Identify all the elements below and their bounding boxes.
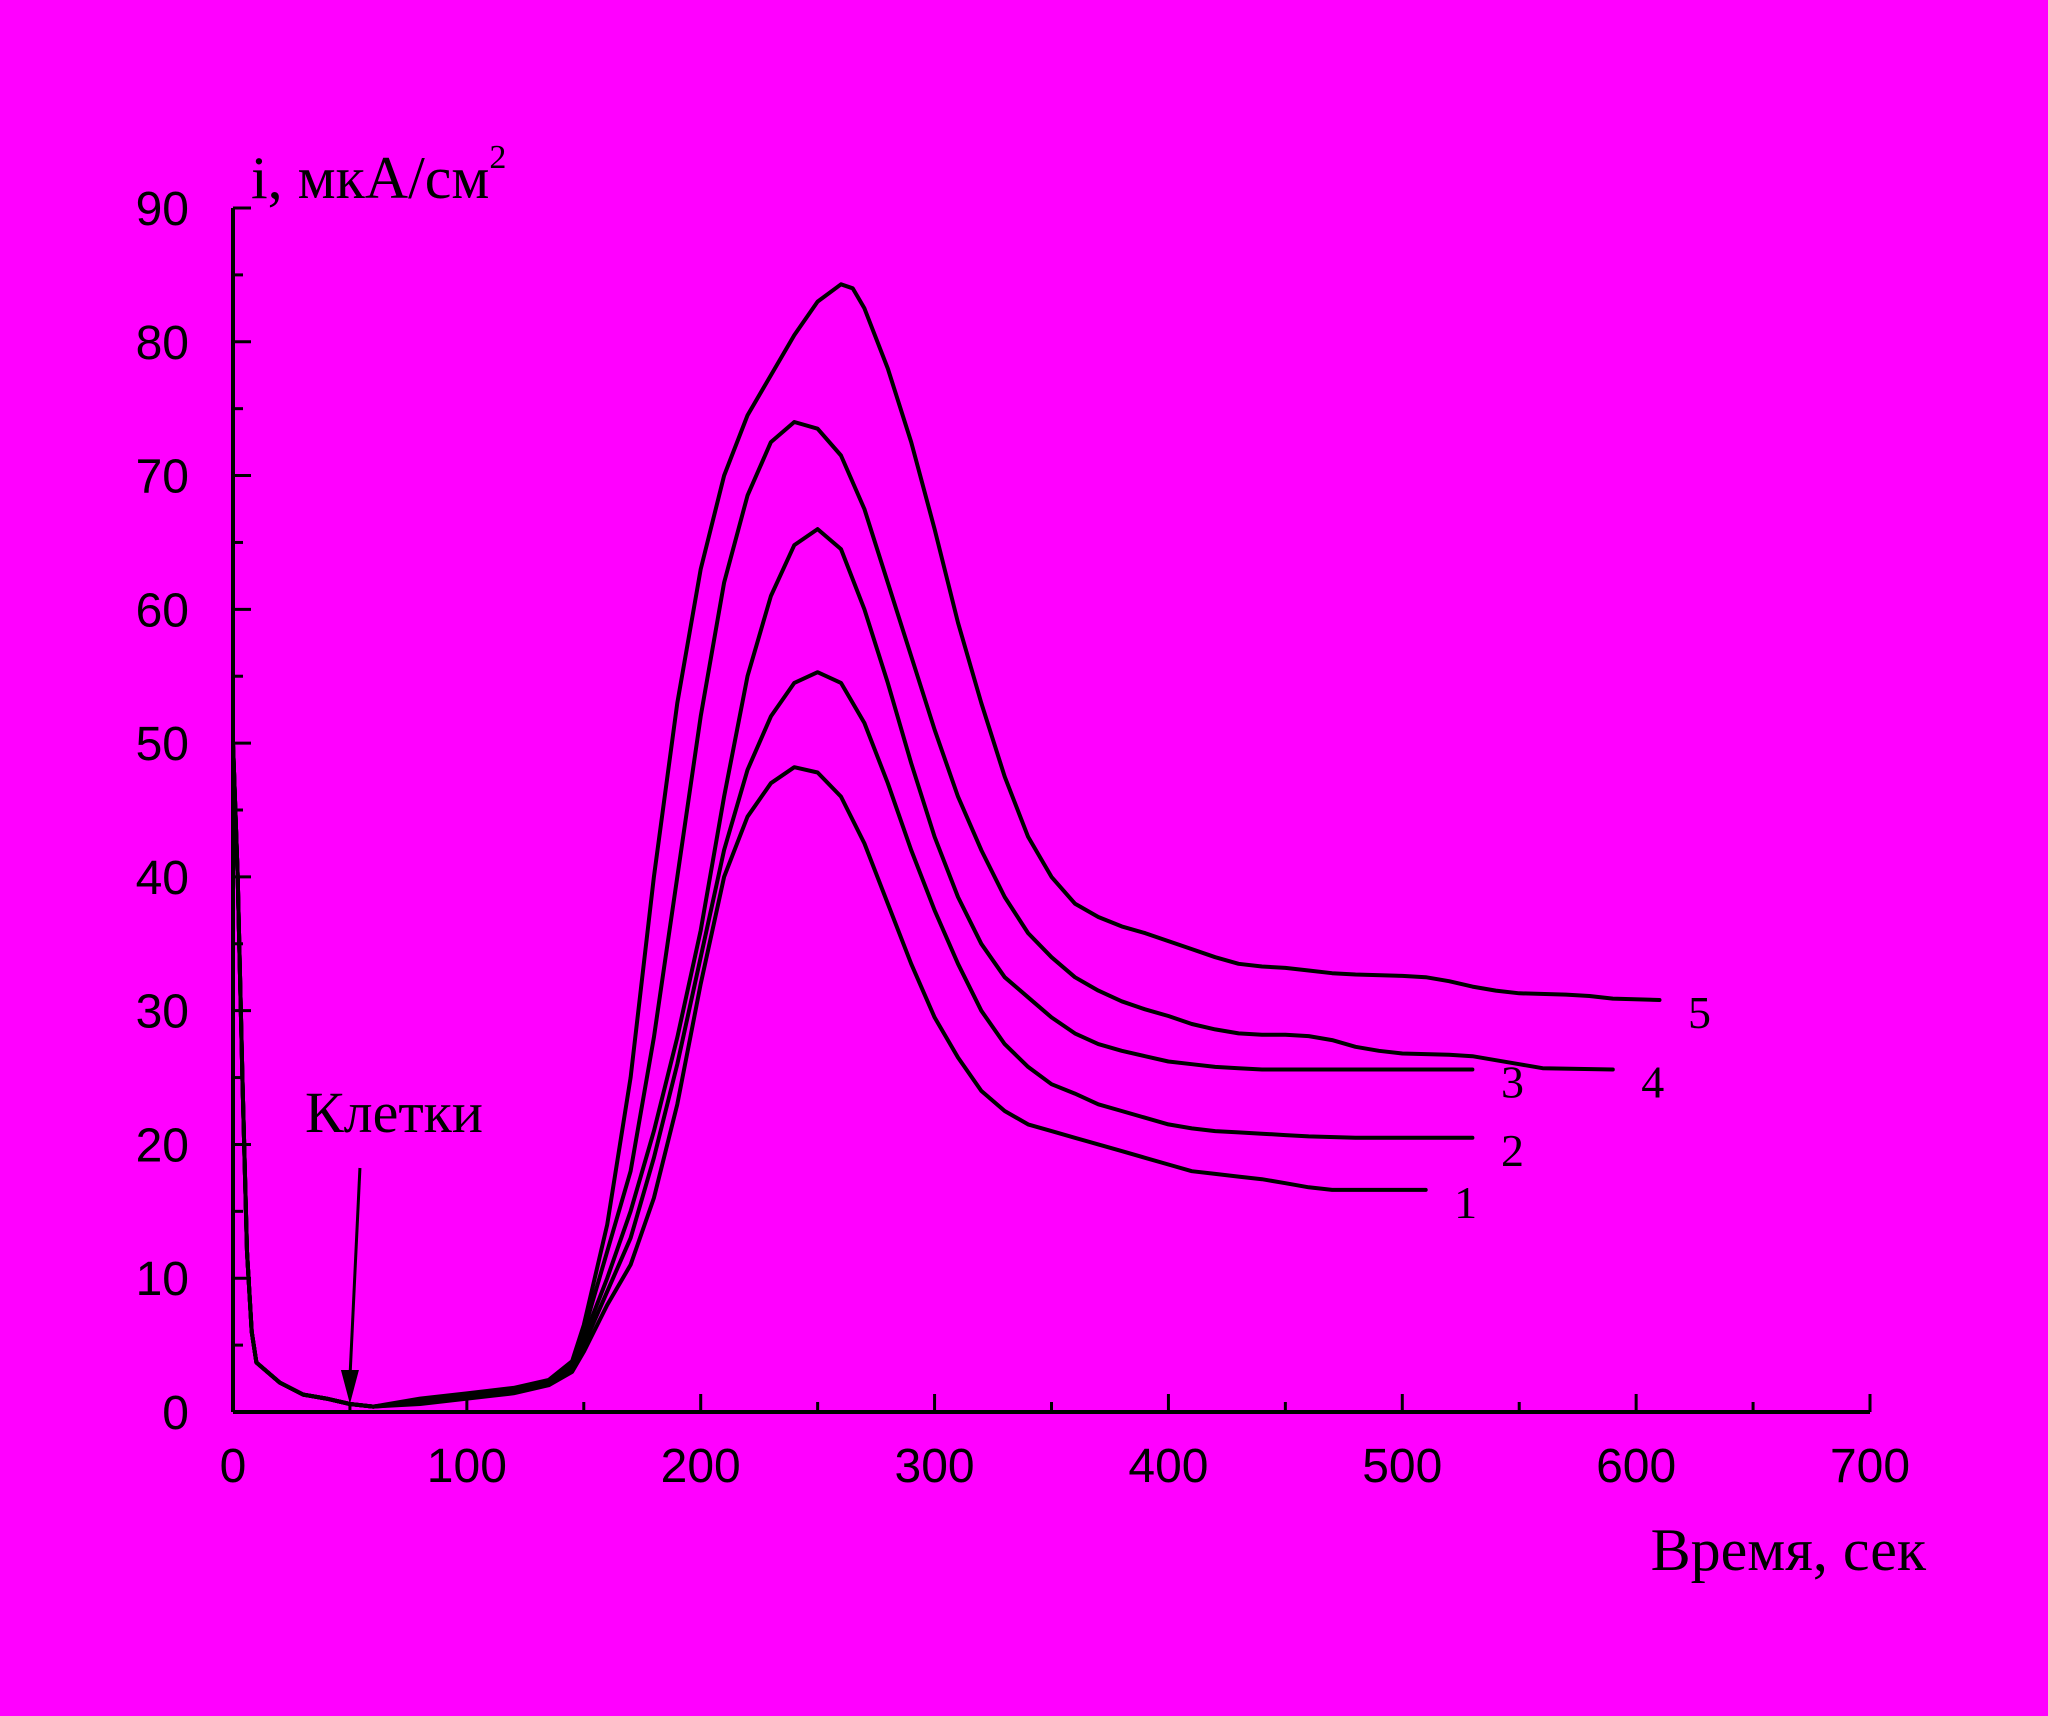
x-tick-label: 300 xyxy=(895,1440,975,1493)
y-tick-label: 90 xyxy=(136,183,189,236)
annotation-arrow-head xyxy=(340,1369,359,1404)
y-axis-title: i, мкА/см2 xyxy=(251,139,506,211)
series-4-label: 4 xyxy=(1641,1057,1664,1108)
series-1-label: 1 xyxy=(1454,1177,1477,1228)
y-tick-label: 40 xyxy=(136,852,189,905)
x-tick-label: 200 xyxy=(661,1440,741,1493)
annotation-arrow-shaft xyxy=(348,1167,362,1379)
x-tick-label: 0 xyxy=(220,1440,247,1493)
x-tick-label: 400 xyxy=(1128,1440,1208,1493)
y-axis-title-main: i, мкА/см xyxy=(251,145,489,211)
axes: 0 100 200 300 400 500 600 700 0 10 20 30 40 50 60 70 80 9… xyxy=(136,183,1910,1493)
y-tick-label: 60 xyxy=(136,584,189,637)
series-layer xyxy=(231,282,1662,1409)
x-axis-title: Время, сек xyxy=(1651,1517,1927,1583)
labels-layer: 12 3 45 xyxy=(340,987,1711,1404)
x-tick-label: 600 xyxy=(1596,1440,1676,1493)
x-tick-label: 500 xyxy=(1362,1440,1442,1493)
annotation-cells-label: Клетки xyxy=(305,1080,483,1145)
y-tick-label: 0 xyxy=(162,1387,189,1440)
y-axis-title-superscript: 2 xyxy=(489,139,506,176)
x-tick-label: 100 xyxy=(427,1440,507,1493)
series-5-label: 5 xyxy=(1688,987,1711,1038)
y-tick-label: 10 xyxy=(136,1253,189,1306)
series-5-line xyxy=(231,282,1662,1409)
x-tick-label: 700 xyxy=(1830,1440,1910,1493)
series-2-label: 2 xyxy=(1501,1125,1524,1176)
y-tick-label: 50 xyxy=(136,718,189,771)
y-tick-label: 30 xyxy=(136,986,189,1039)
y-tick-label: 70 xyxy=(136,451,189,504)
y-tick-label: 80 xyxy=(136,317,189,370)
series-3-label: 3 xyxy=(1501,1057,1524,1108)
y-tick-label: 20 xyxy=(136,1119,189,1172)
